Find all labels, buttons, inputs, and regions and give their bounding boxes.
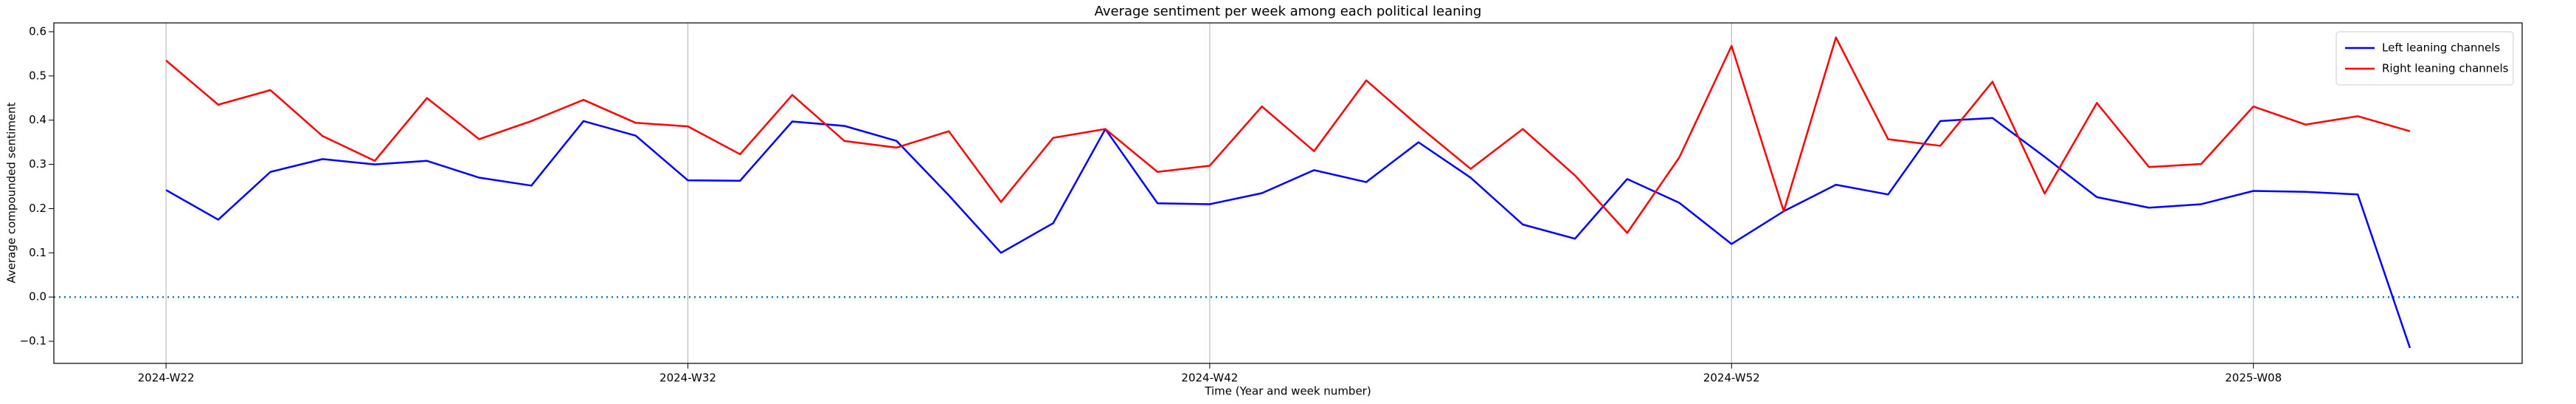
x-axis-label: Time (Year and week number) xyxy=(1204,385,1371,398)
y-tick-label: 0.2 xyxy=(29,202,46,215)
legend-label: Right leaning channels xyxy=(2382,62,2509,75)
x-tick-label: 2024-W22 xyxy=(138,372,195,385)
x-tick-label: 2024-W52 xyxy=(1703,372,1760,385)
y-tick-label: 0.3 xyxy=(29,157,46,171)
legend: Left leaning channels Right leaning chann… xyxy=(2336,31,2514,86)
x-tick-label: 2024-W42 xyxy=(1181,372,1238,385)
y-tick-label: 0.0 xyxy=(29,290,46,304)
legend-box xyxy=(2336,31,2514,86)
legend-label: Left leaning channels xyxy=(2382,41,2500,55)
series-line xyxy=(165,36,2411,234)
x-tick-label: 2025-W08 xyxy=(2225,372,2282,385)
plot-frame xyxy=(53,22,2523,364)
series-line xyxy=(165,117,2411,349)
y-tick-label: 0.5 xyxy=(29,69,46,82)
y-tick-label: −0.1 xyxy=(20,335,46,348)
y-axis-label: Average compounded sentiment xyxy=(5,102,18,283)
y-tick-label: 0.1 xyxy=(29,246,46,259)
chart-title: Average sentiment per week among each po… xyxy=(1095,4,1482,19)
y-tick-label: 0.4 xyxy=(29,113,46,126)
y-tick-label: 0.6 xyxy=(29,24,46,38)
x-tick-label: 2024-W32 xyxy=(659,372,716,385)
